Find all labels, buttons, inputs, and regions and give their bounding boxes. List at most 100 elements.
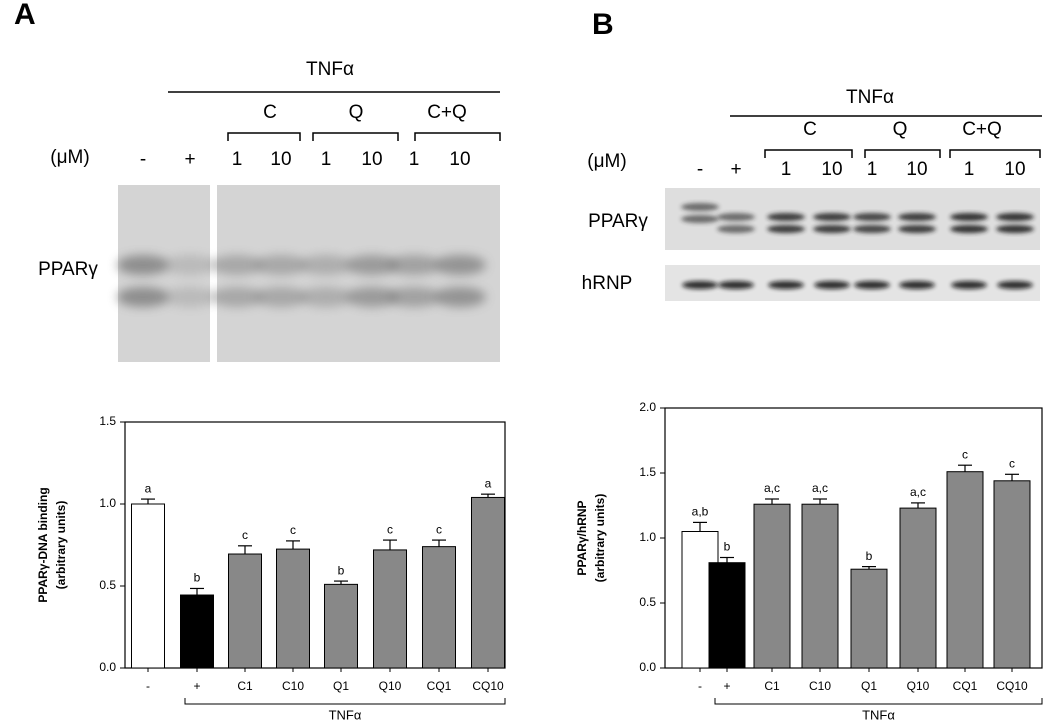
- lane-label: 1: [964, 159, 975, 180]
- lane-label: 10: [821, 159, 842, 180]
- x-tick-label: C10: [809, 679, 831, 693]
- band: [996, 213, 1034, 221]
- lane-label: +: [184, 149, 195, 170]
- band: [950, 225, 988, 233]
- bar: [180, 594, 214, 669]
- bar: [850, 568, 888, 669]
- lane-label: 1: [867, 159, 878, 180]
- bar: [471, 496, 505, 669]
- band: [255, 287, 307, 307]
- lane-label: -: [140, 149, 146, 170]
- band: [300, 287, 352, 307]
- panel-label: B: [592, 8, 614, 41]
- bracket: [312, 132, 399, 141]
- band: [117, 255, 169, 275]
- x-bracket: [714, 698, 1043, 705]
- x-tick-label: C10: [282, 679, 304, 693]
- annotation: a: [145, 481, 152, 495]
- band: [767, 213, 805, 221]
- annotation: a: [485, 476, 492, 490]
- band: [899, 281, 935, 289]
- row-label: hRNP: [582, 273, 633, 294]
- bracket: [864, 149, 941, 158]
- band: [951, 281, 987, 289]
- bar: [753, 503, 791, 669]
- bar: [899, 507, 937, 669]
- band: [346, 255, 398, 275]
- y-tick-label: 1.0: [639, 530, 656, 544]
- band: [211, 287, 263, 307]
- band: [681, 203, 719, 211]
- band: [813, 213, 851, 221]
- x-tick-label: Q1: [333, 679, 349, 693]
- bar: [708, 562, 746, 669]
- band: [898, 225, 936, 233]
- annotation: a,b: [692, 505, 709, 519]
- x-tick-label: CQ1: [427, 679, 452, 693]
- band: [388, 255, 440, 275]
- annotation: b: [338, 563, 345, 577]
- lane-label: 1: [409, 149, 420, 170]
- band: [117, 287, 169, 307]
- lane-label: 1: [232, 149, 243, 170]
- band: [164, 255, 216, 275]
- x-tick-label: +: [723, 679, 730, 693]
- y-tick-label: 0.0: [99, 660, 116, 674]
- y-tick-label: 1.5: [639, 465, 656, 479]
- bar: [801, 503, 839, 669]
- y-tick-label: 1.0: [99, 496, 116, 510]
- group-label: C+Q: [427, 102, 467, 123]
- x-bracket-label: TNFα: [862, 707, 895, 722]
- lane-label: 10: [449, 149, 470, 170]
- y-tick-label: 0.5: [639, 595, 656, 609]
- band: [346, 287, 398, 307]
- treatment-label: TNFα: [306, 59, 354, 80]
- x-tick-label: Q1: [861, 679, 877, 693]
- annotation: c: [387, 522, 393, 536]
- lane-label: 1: [321, 149, 332, 170]
- band: [434, 287, 486, 307]
- lane-label: 10: [270, 149, 291, 170]
- annotation: b: [724, 540, 731, 554]
- band: [813, 225, 851, 233]
- y-axis-label: PPARγ/hRNP: [575, 500, 589, 575]
- y-tick-label: 0.5: [99, 578, 116, 592]
- group-label: Q: [893, 119, 908, 140]
- band: [853, 225, 891, 233]
- annotation: b: [866, 549, 873, 563]
- band: [211, 255, 263, 275]
- annotation: c: [242, 528, 248, 542]
- lane-label: -: [697, 159, 703, 180]
- group-label: C: [803, 119, 817, 140]
- x-tick-label: C1: [764, 679, 780, 693]
- x-tick-label: -: [146, 679, 150, 693]
- x-tick-label: Q10: [379, 679, 402, 693]
- bar: [422, 546, 456, 669]
- panel-label: A: [14, 0, 36, 31]
- treatment-label: TNFα: [846, 87, 894, 108]
- band: [681, 215, 719, 223]
- bar: [373, 549, 407, 669]
- annotation: b: [194, 571, 201, 585]
- band: [388, 287, 440, 307]
- y-tick-label: 0.0: [639, 660, 656, 674]
- bracket: [227, 132, 301, 141]
- y-tick-label: 1.5: [99, 414, 116, 428]
- band: [717, 225, 755, 233]
- x-bracket-label: TNFα: [329, 707, 362, 722]
- x-tick-label: CQ10: [472, 679, 504, 693]
- bracket: [949, 149, 1041, 158]
- band: [717, 213, 755, 221]
- band: [768, 281, 804, 289]
- y-axis-label: (arbitrary units): [593, 494, 607, 583]
- x-tick-label: CQ10: [996, 679, 1028, 693]
- band: [434, 255, 486, 275]
- unit-label: (μM): [587, 151, 626, 172]
- bar: [276, 548, 310, 669]
- bracket: [764, 149, 853, 158]
- annotation: c: [290, 523, 296, 537]
- band: [997, 281, 1033, 289]
- band: [300, 255, 352, 275]
- band: [853, 213, 891, 221]
